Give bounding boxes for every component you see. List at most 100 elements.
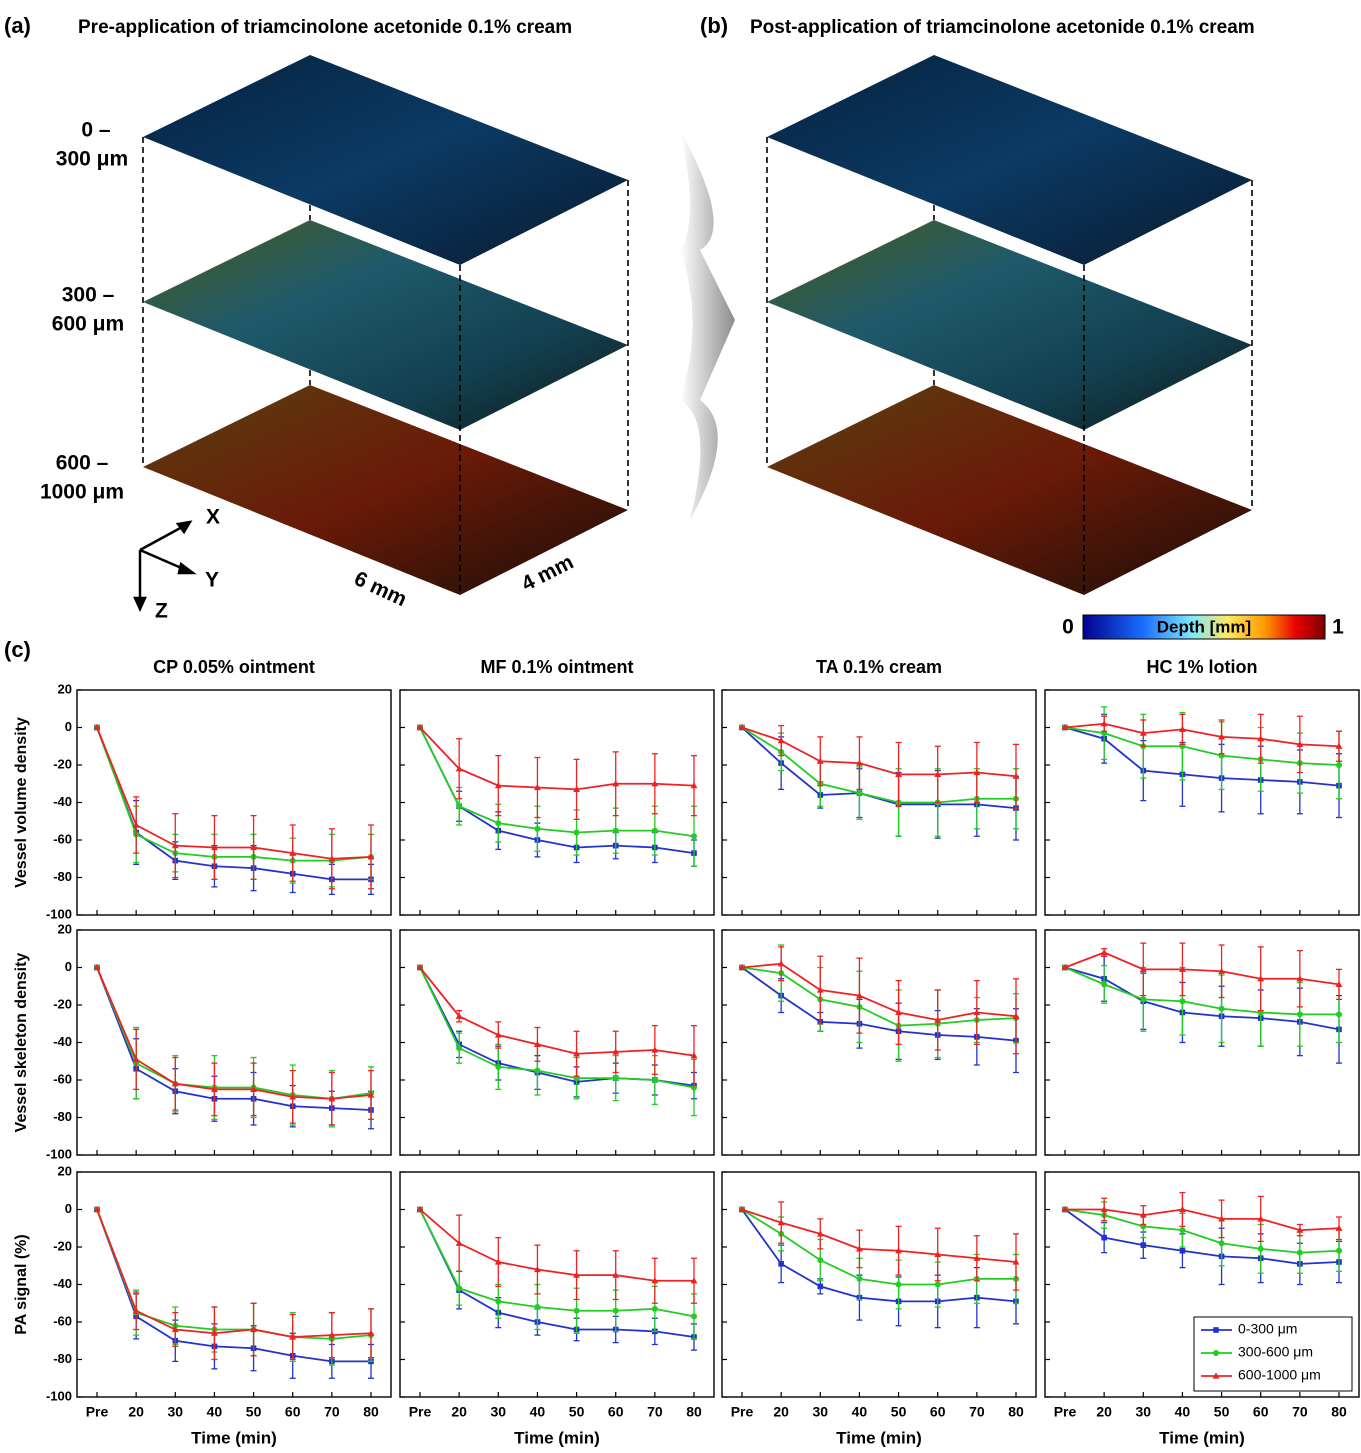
data-point [817, 1257, 824, 1264]
y-tick-label: 0 [65, 1201, 72, 1216]
chart-title: TA 0.1% cream [816, 657, 942, 677]
series-line [741, 726, 1016, 804]
data-point [171, 1325, 179, 1333]
plot-frame [1044, 929, 1360, 1156]
series-line [1064, 951, 1340, 986]
data-point [132, 821, 140, 828]
data-point [1140, 1242, 1147, 1248]
series-line [1064, 966, 1339, 1016]
data-point [651, 1305, 658, 1312]
series-line [96, 967, 372, 1100]
series-line [741, 1208, 1016, 1286]
data-point [738, 963, 746, 971]
x-tick-label: 20 [451, 1404, 467, 1420]
data-point [1257, 1215, 1265, 1222]
data-point [691, 833, 697, 840]
data-point [171, 842, 179, 849]
series-line [1064, 726, 1340, 787]
depth-label: 600 – [56, 452, 109, 475]
data-point [1179, 1247, 1186, 1254]
data-point [1335, 980, 1343, 987]
legend-marker [1213, 1350, 1219, 1356]
data-point [1218, 733, 1225, 740]
x-tick-label: 50 [891, 1404, 907, 1420]
data-point [1061, 723, 1069, 731]
x-tick-label: 60 [608, 1404, 624, 1420]
x-axis-label: Time (min) [514, 1428, 600, 1447]
x-tick-label: 50 [569, 1404, 585, 1420]
y-tick-label: -40 [53, 794, 72, 809]
data-point [1012, 1012, 1020, 1019]
series-line [419, 1208, 694, 1282]
y-tick-label: -60 [53, 1071, 72, 1086]
y-axis-label: Vessel volume density [13, 717, 30, 888]
legend-label: 300-600 μm [1238, 1344, 1313, 1360]
x-tick-label: 80 [686, 1404, 702, 1420]
y-tick-label: -100 [46, 1146, 72, 1161]
series-line [96, 1209, 372, 1338]
data-point [856, 992, 863, 999]
data-point [93, 1205, 101, 1213]
data-point [328, 855, 336, 862]
data-point [1336, 762, 1342, 768]
data-point [494, 1031, 502, 1038]
series-line [96, 1209, 371, 1363]
plot-frame [721, 929, 1037, 1156]
data-point [289, 849, 297, 856]
data-point [328, 1095, 336, 1102]
image-layer [143, 55, 628, 265]
series-line [419, 726, 695, 791]
y-tick-label: -20 [53, 756, 72, 771]
x-tick-label: 80 [1008, 1404, 1024, 1420]
y-tick-label: -60 [53, 1313, 72, 1328]
data-point [1218, 967, 1225, 974]
depth-label: 0 – [81, 119, 111, 142]
data-point [573, 1050, 580, 1057]
y-tick-label: -80 [53, 1351, 72, 1366]
series-line [419, 1209, 695, 1318]
x-tick-label: 80 [363, 1404, 379, 1420]
data-point [690, 1277, 698, 1284]
data-point [1257, 975, 1265, 982]
x-tick-label: 40 [1175, 1404, 1191, 1420]
data-point [573, 1307, 580, 1314]
data-point [856, 1275, 863, 1282]
colorbar-tick: 1 [1332, 616, 1344, 639]
data-point [612, 780, 620, 787]
data-point [289, 1333, 297, 1340]
chart-title: HC 1% lotion [1147, 657, 1258, 677]
x-tick-label: 40 [207, 1404, 223, 1420]
data-point [573, 829, 580, 836]
data-point [651, 1046, 659, 1053]
y-tick-label: -100 [46, 1388, 72, 1403]
dimension-label: 6 mm [351, 567, 410, 611]
colorbar-label: Depth [mm] [1157, 617, 1251, 636]
depth-label: 600 μm [52, 313, 124, 336]
series-line [96, 967, 372, 1100]
series-line [419, 727, 695, 838]
data-point [250, 843, 257, 851]
data-point [651, 827, 658, 834]
data-point [456, 1285, 463, 1292]
y-tick-label: -80 [53, 869, 72, 884]
y-tick-label: -60 [53, 831, 72, 846]
y-axis-label: PA signal (%) [13, 1234, 30, 1334]
data-point [1139, 729, 1147, 736]
data-point [1061, 1205, 1069, 1213]
data-point [1139, 965, 1147, 972]
data-point [1218, 1215, 1225, 1222]
data-point [1101, 981, 1108, 988]
panel-label: (a) [4, 13, 31, 38]
legend-label: 600-1000 μm [1238, 1367, 1321, 1383]
x-tick-label: Pre [1054, 1404, 1077, 1420]
data-point [856, 759, 863, 766]
x-tick-label: 40 [852, 1404, 868, 1420]
data-point [856, 790, 863, 797]
plot-frame [399, 1171, 715, 1398]
data-point [1100, 720, 1108, 727]
data-point [934, 1016, 942, 1023]
data-point [651, 1077, 658, 1083]
data-point [1257, 1245, 1264, 1252]
x-tick-label: 70 [969, 1404, 985, 1420]
transition-arrow [680, 130, 735, 520]
